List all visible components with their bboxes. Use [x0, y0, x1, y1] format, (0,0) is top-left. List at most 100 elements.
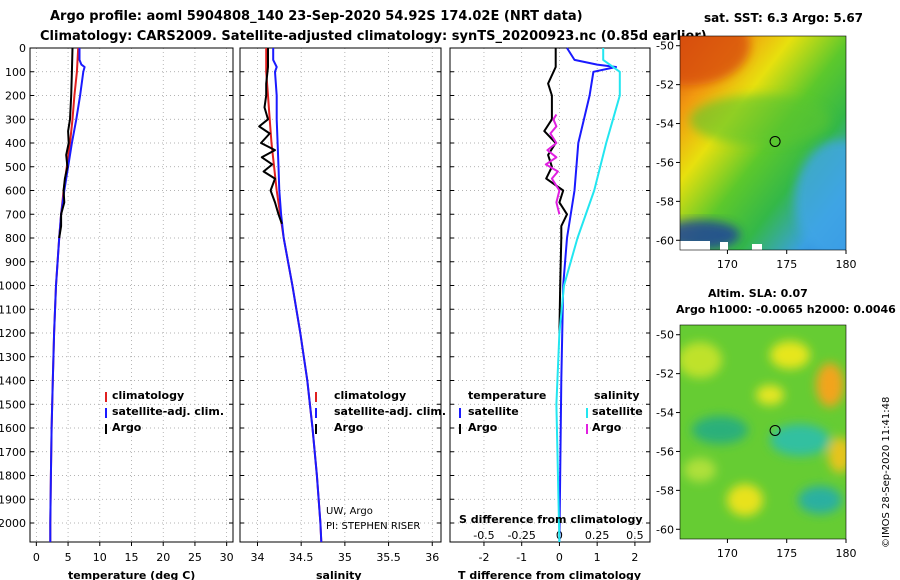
diff-legend-s-argo: Argo [592, 421, 622, 434]
x-tick-label-top: 0.25 [585, 529, 610, 542]
depth-tick-label: 1400 [0, 375, 26, 388]
x-tick-label: 36 [425, 551, 439, 564]
x-tick-label: 35.5 [376, 551, 401, 564]
sal-legend-climatology: climatology [334, 389, 406, 402]
series-line-satellite-adj-clim [272, 48, 323, 543]
map-x-tick-label: 175 [776, 258, 797, 271]
x-tick-label-top: -0.25 [507, 529, 535, 542]
map-x-tick-label: 170 [717, 547, 738, 560]
temp-legend-climatology: climatology [112, 389, 184, 402]
panel-frame [29, 47, 234, 543]
credit-line1: UW, Argo [326, 506, 373, 517]
depth-axis-labels: 0 100 200 300 400 500 600 700 800 900 1000 1100 1200… [0, 42, 26, 530]
difference-panel: -2 -1 0 1 2-0.5 -0.25 0 0.25 0.5 [449, 47, 651, 564]
x-tick-label: 25 [188, 551, 202, 564]
imos-watermark: ©IMOS 28-Sep-2020 11:41:48 [881, 397, 892, 548]
diff-legend-s-satellite: satellite [592, 405, 643, 418]
map-x-tick-label: 180 [836, 258, 857, 271]
sla-map-ticks: 170 175 180 -50 -52 -54 -56 -58 -60 [656, 329, 856, 560]
diff-legend-temperature-title: temperature [468, 389, 546, 402]
depth-tick-label: 1900 [0, 493, 26, 506]
temperature-xlabel: temperature (deg C) [68, 569, 195, 580]
difference-xlabel: T difference from climatology [458, 569, 641, 580]
depth-tick-label: 1500 [0, 398, 26, 411]
diff-legend-salinity-title: salinity [594, 389, 640, 402]
series-line-satellite-t [558, 47, 617, 543]
x-tick-label: 34.5 [289, 551, 314, 564]
figure-title-line2: Climatology: CARS2009. Satellite-adjuste… [40, 29, 707, 44]
sst-map-title: sat. SST: 6.3 Argo: 5.67 [704, 11, 863, 25]
sst-map-ticks: 170 175 180 -50 -52 -54 -56 -58 -60 [656, 40, 856, 271]
map-y-tick-label: -56 [656, 445, 674, 458]
depth-tick-label: 500 [5, 161, 26, 174]
map-y-tick-label: -52 [656, 79, 674, 92]
x-tick-label: 30 [220, 551, 234, 564]
depth-tick-label: 900 [5, 256, 26, 269]
map-x-tick-label: 180 [836, 547, 857, 560]
map-y-tick-label: -58 [656, 195, 674, 208]
map-y-tick-label: -54 [656, 407, 674, 420]
depth-tick-label: 1800 [0, 470, 26, 483]
map-y-tick-label: -50 [656, 329, 674, 342]
map-y-tick-label: -60 [656, 523, 674, 536]
map-y-tick-label: -58 [656, 484, 674, 497]
x-tick-label: 15 [125, 551, 139, 564]
x-tick-label: -1 [516, 551, 527, 564]
x-tick-label: 2 [631, 551, 638, 564]
series-line-argo-s [544, 113, 561, 215]
depth-tick-label: 700 [5, 208, 26, 221]
x-tick-label-top: -0.5 [473, 529, 494, 542]
depth-tick-label: 1300 [0, 351, 26, 364]
sla-map-title-line1: Altim. SLA: 0.07 [708, 287, 808, 300]
x-tick-label-top: 0.5 [626, 529, 644, 542]
depth-tick-label: 600 [5, 185, 26, 198]
x-tick-label: -2 [478, 551, 489, 564]
difference-xlabel-top: S difference from climatology [459, 513, 643, 526]
map-x-tick-label: 175 [776, 547, 797, 560]
sal-legend-argo: Argo [334, 421, 364, 434]
x-tick-label: 34 [250, 551, 264, 564]
temperature-panel: 0 5 10 15 20 25 30 [29, 47, 234, 564]
x-tick-label: 20 [156, 551, 170, 564]
depth-tick-label: 200 [5, 90, 26, 103]
x-tick-label: 0 [33, 551, 40, 564]
sst-argo-location-marker [769, 135, 781, 147]
depth-tick-label: 400 [5, 137, 26, 150]
sla-map-image [680, 325, 846, 539]
series-line-argo [258, 48, 283, 225]
x-tick-label: 1 [594, 551, 601, 564]
depth-tick-label: 300 [5, 113, 26, 126]
diff-legend-t-argo: Argo [468, 421, 498, 434]
series-line-climatology [49, 47, 80, 542]
x-tick-label: 35 [338, 551, 352, 564]
x-tick-label: 0 [556, 551, 563, 564]
series-line-satellite-s [555, 48, 621, 543]
sla-map-title-line2: Argo h1000: -0.0065 h2000: 0.0046 [676, 303, 896, 316]
depth-tick-label: 1100 [0, 303, 26, 316]
credit-line2: PI: STEPHEN RISER [326, 521, 420, 532]
figure-title-line1: Argo profile: aoml 5904808_140 23-Sep-20… [50, 9, 583, 24]
temp-legend-satellite: satellite-adj. clim. [112, 405, 224, 418]
map-y-tick-label: -60 [656, 234, 674, 247]
x-tick-label: 10 [93, 551, 107, 564]
map-y-tick-label: -54 [656, 118, 674, 131]
map-y-tick-label: -50 [656, 40, 674, 53]
diff-legend-t-satellite: satellite [468, 405, 519, 418]
map-x-tick-label: 170 [717, 258, 738, 271]
x-tick-label: 5 [65, 551, 72, 564]
sal-legend-satellite: satellite-adj. clim. [334, 405, 446, 418]
sla-argo-location-marker [769, 424, 781, 436]
temp-legend-argo: Argo [112, 421, 142, 434]
salinity-xlabel: salinity [316, 569, 362, 580]
depth-tick-label: 100 [5, 66, 26, 79]
depth-tick-label: 1200 [0, 327, 26, 340]
panel-frame [449, 47, 651, 543]
depth-tick-label: 800 [5, 232, 26, 245]
depth-tick-label: 1000 [0, 280, 26, 293]
depth-tick-label: 1600 [0, 422, 26, 435]
series-line-satellite-adj-clim [49, 48, 86, 542]
map-y-tick-label: -52 [656, 368, 674, 381]
series-line-argo-t [543, 48, 568, 334]
panel-frame [239, 47, 442, 543]
